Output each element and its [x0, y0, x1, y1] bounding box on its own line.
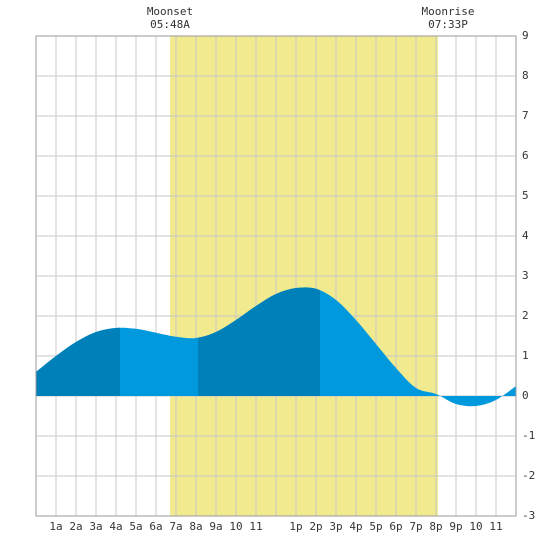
- x-tick-label: 10: [229, 520, 242, 533]
- annotation-time: 07:33P: [428, 18, 468, 31]
- annotation-label: Moonrise: [422, 5, 475, 18]
- x-tick-label: 10: [469, 520, 482, 533]
- y-tick-label: 5: [522, 189, 529, 202]
- x-tick-label: 4p: [349, 520, 362, 533]
- x-tick-label: 2p: [309, 520, 322, 533]
- y-tick-label: 4: [522, 229, 529, 242]
- x-tick-label: 5a: [129, 520, 142, 533]
- x-tick-label: 7p: [409, 520, 422, 533]
- x-tick-label: 2a: [69, 520, 82, 533]
- x-tick-label: 8p: [429, 520, 442, 533]
- x-tick-label: 4a: [109, 520, 122, 533]
- annotation-time: 05:48A: [150, 18, 190, 31]
- labels: -3 -2 -1 0 1 2 3 4 5 6 7 8 9 1a 2a 3a 4a 5a 6a 7a 8a 9a 10 11 1p…: [49, 5, 535, 533]
- y-tick-label: -1: [522, 429, 535, 442]
- y-tick-label: 2: [522, 309, 529, 322]
- x-tick-label: 6p: [389, 520, 402, 533]
- plot-frame: [35, 35, 517, 517]
- x-tick-label: 11: [489, 520, 502, 533]
- x-tick-label: 3p: [329, 520, 342, 533]
- y-tick-label: -2: [522, 469, 535, 482]
- y-tick-label: 1: [522, 349, 529, 362]
- y-tick-label: -3: [522, 509, 535, 522]
- grid: [36, 35, 516, 517]
- y-tick-label: 6: [522, 149, 529, 162]
- x-tick-label: 7a: [169, 520, 182, 533]
- annotation-label: Moonset: [147, 5, 193, 18]
- y-tick-label: 3: [522, 269, 529, 282]
- x-tick-label: 8a: [189, 520, 202, 533]
- x-tick-label: 5p: [369, 520, 382, 533]
- y-tick-label: 0: [522, 389, 529, 402]
- x-tick-label: 1p: [289, 520, 302, 533]
- x-tick-label: 11: [249, 520, 262, 533]
- x-tick-label: 9p: [449, 520, 462, 533]
- y-tick-label: 9: [522, 29, 529, 42]
- y-tick-label: 7: [522, 109, 529, 122]
- x-tick-label: 1a: [49, 520, 62, 533]
- y-tick-label: 8: [522, 69, 529, 82]
- x-tick-label: 3a: [89, 520, 102, 533]
- x-tick-label: 9a: [209, 520, 222, 533]
- x-tick-label: 6a: [149, 520, 162, 533]
